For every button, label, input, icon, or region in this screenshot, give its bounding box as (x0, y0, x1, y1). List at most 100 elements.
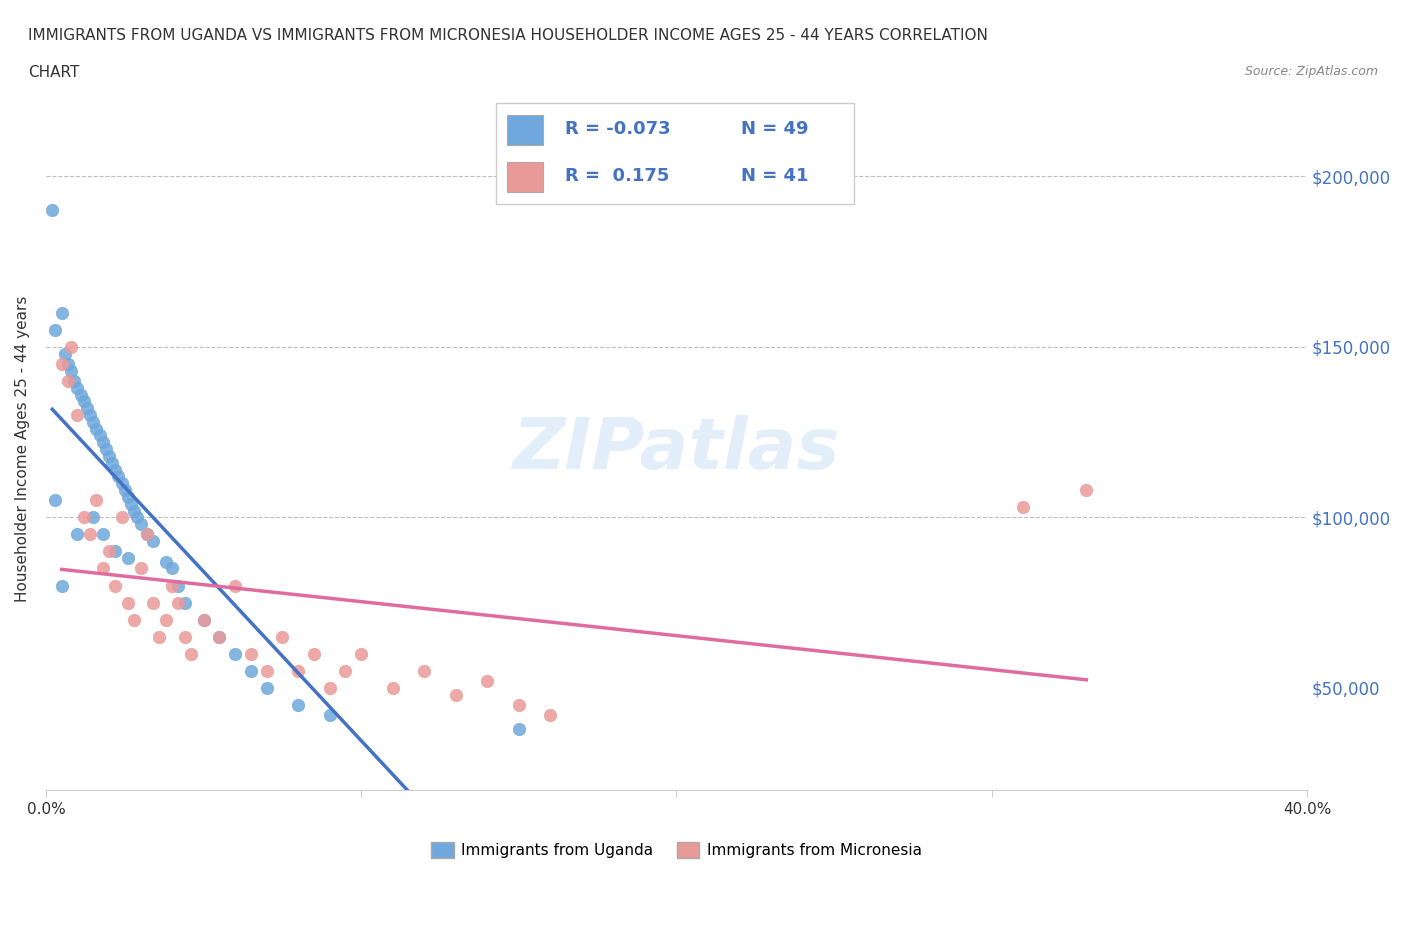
Text: R =  0.175: R = 0.175 (565, 167, 669, 185)
Point (114, 483, 136, 498)
Bar (506, 162, 543, 193)
Point (122, 612, 145, 627)
Bar (506, 114, 543, 145)
Point (135, 527, 157, 542)
Point (302, 646, 325, 661)
Point (287, 663, 309, 678)
Point (66, 407, 89, 422)
Point (135, 527, 157, 542)
Point (1076, 483, 1098, 498)
Point (86, 421, 108, 436)
Point (82, 510, 104, 525)
Point (63, 374, 86, 389)
Point (117, 595, 139, 610)
Text: R = -0.073: R = -0.073 (565, 120, 671, 138)
Point (381, 681, 404, 696)
Y-axis label: Householder Income Ages 25 - 44 years: Householder Income Ages 25 - 44 years (15, 296, 30, 603)
Point (1012, 499, 1035, 514)
Point (53, 346, 76, 361)
Point (69, 387, 91, 402)
Point (44, 323, 66, 338)
Point (256, 663, 278, 678)
Point (477, 673, 499, 688)
Point (76, 401, 98, 416)
Point (148, 630, 170, 644)
Point (167, 595, 190, 610)
Point (142, 595, 165, 610)
Point (208, 630, 231, 644)
Point (91, 561, 114, 576)
Point (129, 561, 152, 576)
Point (160, 578, 183, 593)
Point (127, 510, 149, 525)
Point (173, 630, 195, 644)
Point (508, 722, 530, 737)
Point (208, 630, 231, 644)
Point (117, 551, 139, 565)
Point (538, 708, 561, 723)
Legend: Immigrants from Uganda, Immigrants from Micronesia: Immigrants from Uganda, Immigrants from … (425, 836, 928, 864)
Point (173, 595, 195, 610)
Text: N = 41: N = 41 (741, 167, 808, 185)
Point (122, 503, 145, 518)
Point (86, 493, 108, 508)
Point (89, 428, 111, 443)
Point (508, 698, 530, 712)
Text: ZIPatlas: ZIPatlas (513, 415, 841, 484)
Point (142, 534, 165, 549)
Point (104, 462, 127, 477)
Point (91, 527, 114, 542)
Point (66, 527, 89, 542)
Point (73, 394, 96, 409)
Point (98, 544, 121, 559)
Point (79, 407, 101, 422)
Point (60, 339, 83, 354)
Point (82, 415, 104, 430)
Point (107, 469, 129, 484)
Point (98, 448, 121, 463)
Point (66, 380, 89, 395)
Point (271, 630, 294, 644)
Point (155, 554, 177, 569)
Point (193, 612, 215, 627)
Point (104, 578, 127, 593)
FancyBboxPatch shape (496, 103, 853, 204)
Point (160, 561, 183, 576)
Point (239, 646, 262, 661)
Point (56, 374, 79, 389)
Point (79, 527, 101, 542)
Point (129, 517, 152, 532)
Point (117, 489, 139, 504)
Point (56, 356, 79, 371)
Point (104, 544, 127, 559)
Point (91, 435, 114, 450)
Point (350, 646, 373, 661)
Point (335, 663, 357, 678)
Point (167, 578, 190, 593)
Point (94, 442, 117, 457)
Point (193, 612, 215, 627)
Point (101, 456, 124, 471)
Point (51, 305, 73, 320)
Point (413, 663, 436, 678)
Point (60, 364, 83, 379)
Point (51, 356, 73, 371)
Point (287, 698, 309, 712)
Point (318, 708, 340, 723)
Point (224, 646, 246, 661)
Text: N = 49: N = 49 (741, 120, 808, 138)
Point (111, 476, 134, 491)
Point (155, 612, 177, 627)
Point (224, 578, 246, 593)
Text: Source: ZipAtlas.com: Source: ZipAtlas.com (1244, 65, 1378, 78)
Point (318, 681, 340, 696)
Point (256, 681, 278, 696)
Text: CHART: CHART (28, 65, 80, 80)
Point (51, 578, 73, 593)
Point (180, 646, 202, 661)
Point (239, 663, 262, 678)
Point (73, 510, 96, 525)
Point (44, 493, 66, 508)
Point (444, 687, 467, 702)
Point (120, 497, 142, 512)
